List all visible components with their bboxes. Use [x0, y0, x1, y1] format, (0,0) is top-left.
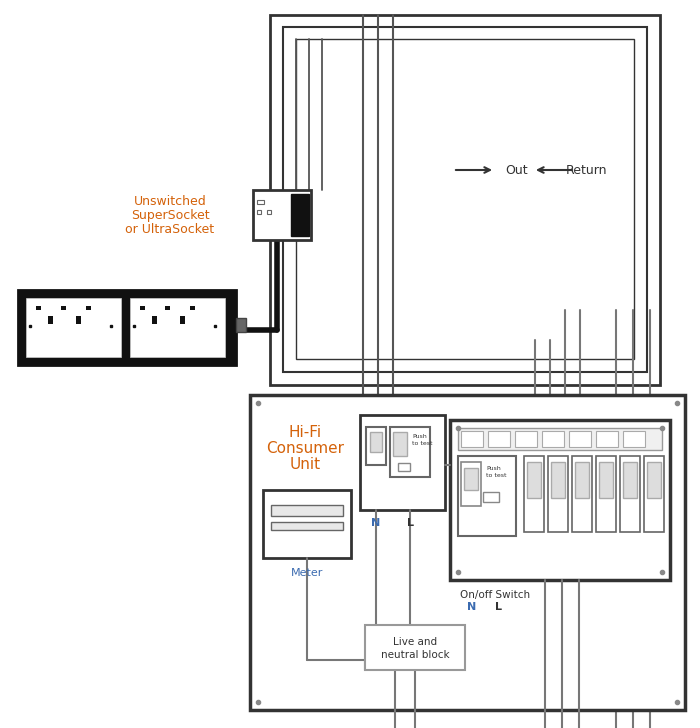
Text: to test: to test: [412, 441, 433, 446]
Bar: [140, 306, 145, 310]
Bar: [542, 431, 564, 447]
Bar: [596, 456, 616, 532]
Text: L: L: [407, 518, 414, 528]
Bar: [458, 456, 516, 536]
Text: Consumer: Consumer: [266, 441, 344, 456]
Text: N: N: [468, 602, 477, 612]
Bar: [180, 316, 185, 324]
Bar: [271, 522, 343, 530]
Bar: [76, 316, 81, 324]
Text: Return: Return: [566, 164, 608, 176]
Bar: [271, 505, 343, 516]
Bar: [250, 395, 685, 710]
Bar: [596, 431, 618, 447]
Bar: [296, 39, 634, 359]
Bar: [515, 431, 537, 447]
Bar: [48, 316, 53, 324]
Bar: [291, 194, 309, 236]
Text: Hi-Fi: Hi-Fi: [288, 425, 321, 440]
Bar: [267, 210, 271, 214]
Bar: [464, 468, 478, 490]
Bar: [644, 456, 664, 532]
Text: to test: to test: [486, 473, 507, 478]
Bar: [61, 306, 66, 310]
Bar: [483, 492, 499, 502]
Bar: [458, 428, 662, 450]
Bar: [152, 316, 157, 324]
Text: Out: Out: [505, 164, 528, 176]
Bar: [450, 420, 670, 580]
Bar: [575, 462, 589, 498]
Bar: [253, 190, 311, 240]
Bar: [390, 427, 430, 477]
Bar: [572, 456, 592, 532]
Bar: [623, 462, 637, 498]
Bar: [263, 490, 351, 558]
Bar: [270, 15, 660, 385]
Text: L: L: [494, 602, 501, 612]
Bar: [130, 298, 225, 357]
Bar: [366, 427, 386, 465]
Text: Unit: Unit: [289, 457, 321, 472]
Bar: [569, 431, 591, 447]
Bar: [165, 306, 170, 310]
Bar: [236, 318, 246, 332]
Bar: [461, 462, 481, 506]
Bar: [190, 306, 195, 310]
Bar: [551, 462, 565, 498]
Text: N: N: [372, 518, 381, 528]
Bar: [370, 432, 382, 452]
Bar: [623, 431, 645, 447]
Bar: [548, 456, 568, 532]
Bar: [599, 462, 613, 498]
Text: neutral block: neutral block: [381, 650, 449, 660]
Bar: [524, 456, 544, 532]
Bar: [488, 431, 510, 447]
Text: Unswitched: Unswitched: [134, 195, 206, 208]
Bar: [360, 415, 445, 510]
Bar: [527, 462, 541, 498]
Bar: [620, 456, 640, 532]
Bar: [647, 462, 661, 498]
Text: or UltraSocket: or UltraSocket: [125, 223, 215, 236]
Bar: [365, 625, 465, 670]
Bar: [461, 431, 483, 447]
Bar: [257, 200, 264, 204]
Bar: [393, 432, 407, 456]
Bar: [18, 290, 236, 365]
Bar: [86, 306, 91, 310]
Text: Push: Push: [412, 434, 427, 439]
Bar: [398, 463, 410, 471]
Bar: [283, 27, 647, 372]
Text: Live and: Live and: [393, 637, 437, 647]
Bar: [257, 210, 261, 214]
Text: SuperSocket: SuperSocket: [131, 209, 209, 222]
Bar: [26, 298, 121, 357]
Text: Meter: Meter: [290, 568, 323, 578]
Text: Push: Push: [486, 466, 500, 471]
Text: On/off Switch: On/off Switch: [460, 590, 530, 600]
Bar: [36, 306, 41, 310]
